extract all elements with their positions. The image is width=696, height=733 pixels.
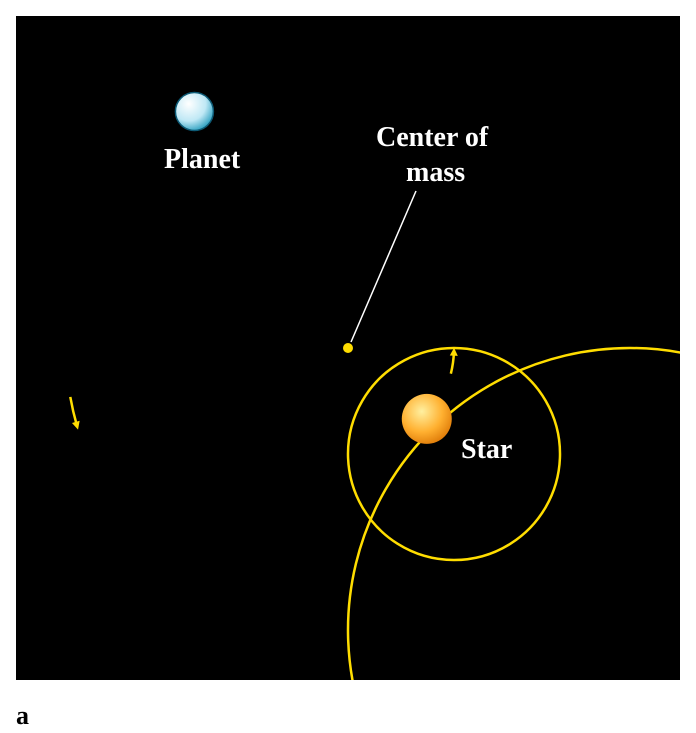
planet-body	[175, 92, 213, 130]
center-of-mass-dot	[343, 343, 353, 353]
star-body	[402, 394, 452, 444]
center-of-mass-pointer	[351, 191, 416, 342]
orbit-diagram: Planet Star Center of mass	[16, 16, 680, 680]
outer-orbit	[348, 348, 680, 680]
inner-orbit-arrow	[451, 352, 454, 374]
center-of-mass-label-line1: Center of	[376, 122, 489, 153]
inner-orbit	[348, 348, 560, 560]
figure-caption: a	[16, 701, 29, 731]
diagram-background: Planet Star Center of mass	[16, 16, 680, 680]
center-of-mass-label-line2: mass	[406, 157, 465, 188]
star-label: Star	[461, 434, 512, 465]
diagram-container: Planet Star Center of mass	[0, 0, 696, 696]
planet-label: Planet	[164, 144, 241, 175]
outer-orbit-arrow	[70, 397, 77, 426]
